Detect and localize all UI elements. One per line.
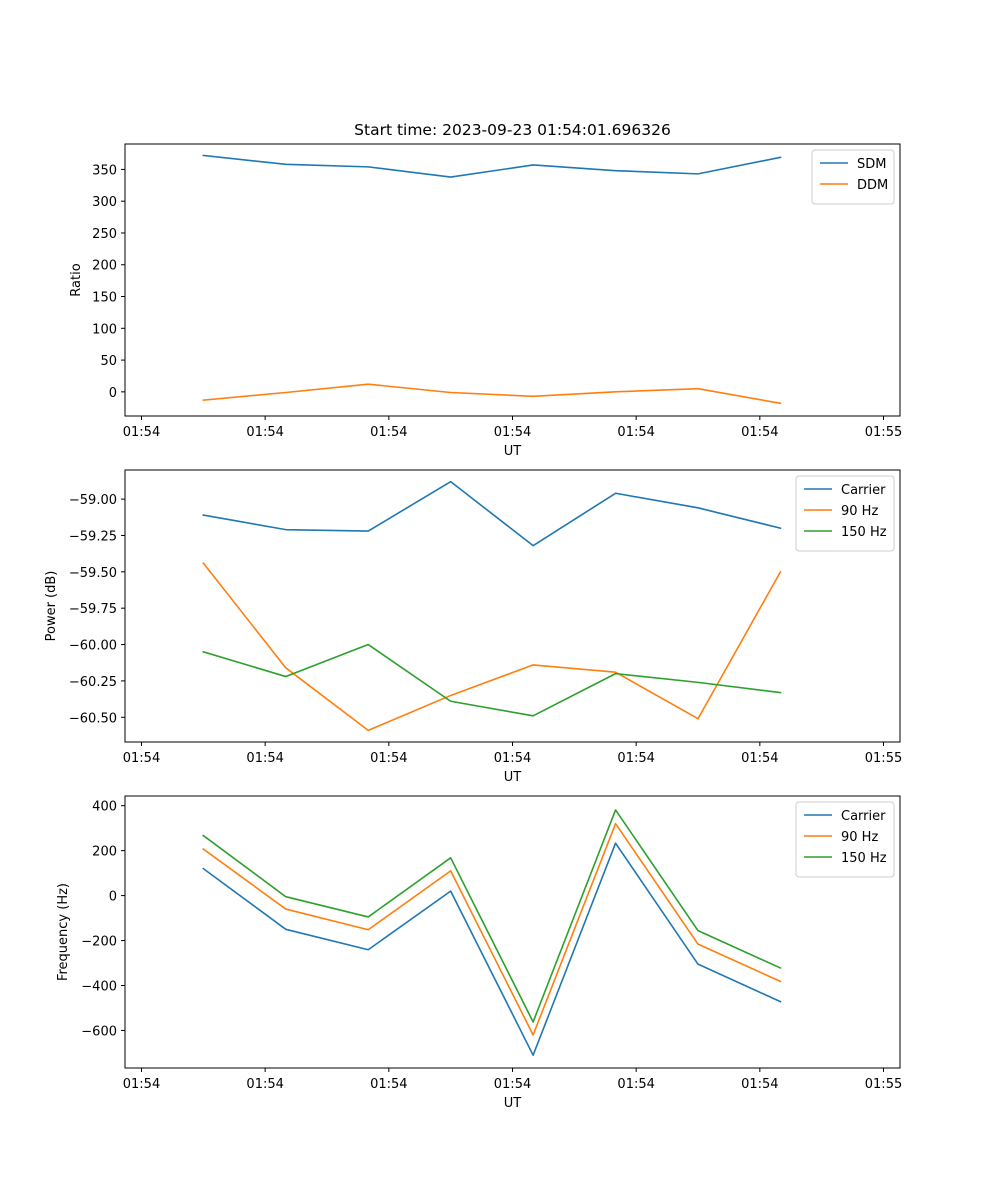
x-tick-label: 01:54 xyxy=(741,425,778,440)
y-tick-label: 0 xyxy=(109,890,117,905)
legend-label: Carrier xyxy=(841,483,886,498)
series-line-carrier xyxy=(202,842,782,1056)
y-tick-label: 300 xyxy=(92,195,117,210)
x-tick-label: 01:54 xyxy=(494,751,531,766)
legend-label: 90 Hz xyxy=(841,504,878,519)
series-line-90-hz xyxy=(202,561,782,732)
x-axis-label: UT xyxy=(504,770,522,785)
x-tick-label: 01:54 xyxy=(246,1077,283,1092)
y-tick-label: 150 xyxy=(92,291,117,306)
x-tick-label: 01:54 xyxy=(617,425,654,440)
chart-title: Start time: 2023-09-23 01:54:01.696326 xyxy=(354,121,671,139)
y-tick-label: −60.00 xyxy=(69,639,117,654)
chart-panel-2: 01:54 01:54 01:54 01:54 01:54 01:54 01:55 −60.5… xyxy=(44,469,902,785)
legend-label: SDM xyxy=(857,157,886,172)
y-tick-label: 350 xyxy=(92,163,117,178)
chart-panel-1: 01:54 01:54 01:54 01:54 01:54 01:54 01:55 0 50 10… xyxy=(69,121,902,459)
legend-label: 90 Hz xyxy=(841,830,878,845)
x-axis-label: UT xyxy=(504,1096,522,1111)
x-tick-label: 01:54 xyxy=(370,751,407,766)
x-tick-label: 01:54 xyxy=(741,751,778,766)
y-axis-label: Power (dB) xyxy=(44,571,59,642)
y-tick-label: −59.25 xyxy=(69,529,117,544)
x-tick-label: 01:54 xyxy=(123,1077,160,1092)
x-tick-label: 01:54 xyxy=(370,425,407,440)
y-tick-label: 400 xyxy=(92,800,117,815)
legend-box xyxy=(795,801,895,878)
x-tick-label: 01:55 xyxy=(865,425,902,440)
y-tick-label: −600 xyxy=(81,1024,117,1039)
x-tick-label: 01:54 xyxy=(123,425,160,440)
series-line-ddm xyxy=(202,383,782,405)
legend-label: Carrier xyxy=(841,809,886,824)
legend-box xyxy=(795,475,895,552)
y-tick-label: 200 xyxy=(92,845,117,860)
y-tick-label: −59.00 xyxy=(69,493,117,508)
series-line-sdm xyxy=(202,154,782,178)
y-tick-label: −400 xyxy=(81,980,117,995)
y-tick-label: −60.25 xyxy=(69,675,117,690)
x-tick-label: 01:54 xyxy=(246,425,283,440)
y-tick-label: −59.75 xyxy=(69,602,117,617)
legend: Carrier 90 Hz 150 Hz xyxy=(795,801,895,878)
legend: SDM DDM xyxy=(811,149,895,205)
y-tick-label: −59.50 xyxy=(69,566,117,581)
y-axis-label: Frequency (Hz) xyxy=(56,883,71,981)
legend: Carrier 90 Hz 150 Hz xyxy=(795,475,895,552)
series-line-150-hz xyxy=(202,643,782,717)
y-tick-label: 250 xyxy=(92,227,117,242)
y-axis-label: Ratio xyxy=(69,263,84,296)
y-tick-label: 100 xyxy=(92,322,117,337)
series-line-carrier xyxy=(202,480,782,547)
x-axis-label: UT xyxy=(504,444,522,459)
legend-label: 150 Hz xyxy=(841,851,887,866)
y-tick-label: −60.50 xyxy=(69,711,117,726)
x-tick-label: 01:54 xyxy=(494,425,531,440)
series-line-90-hz xyxy=(202,822,782,1036)
axes-frame xyxy=(124,469,901,743)
x-tick-label: 01:54 xyxy=(494,1077,531,1092)
y-tick-label: 0 xyxy=(109,386,117,401)
x-tick-label: 01:54 xyxy=(617,1077,654,1092)
x-tick-label: 01:54 xyxy=(370,1077,407,1092)
chart-panel-3: 01:54 01:54 01:54 01:54 01:54 01:54 01:55 −600 −… xyxy=(56,795,902,1111)
y-tick-label: −200 xyxy=(81,935,117,950)
series-line-150-hz xyxy=(202,809,782,1023)
x-tick-label: 01:55 xyxy=(865,1077,902,1092)
legend-label: 150 Hz xyxy=(841,525,887,540)
axes-frame xyxy=(124,143,901,417)
y-tick-label: 200 xyxy=(92,259,117,274)
axes-frame xyxy=(124,795,901,1069)
x-tick-label: 01:54 xyxy=(617,751,654,766)
x-tick-label: 01:54 xyxy=(741,1077,778,1092)
x-tick-label: 01:54 xyxy=(246,751,283,766)
x-tick-label: 01:54 xyxy=(123,751,160,766)
x-tick-label: 01:55 xyxy=(865,751,902,766)
y-tick-label: 50 xyxy=(100,354,117,369)
legend-label: DDM xyxy=(857,178,888,193)
